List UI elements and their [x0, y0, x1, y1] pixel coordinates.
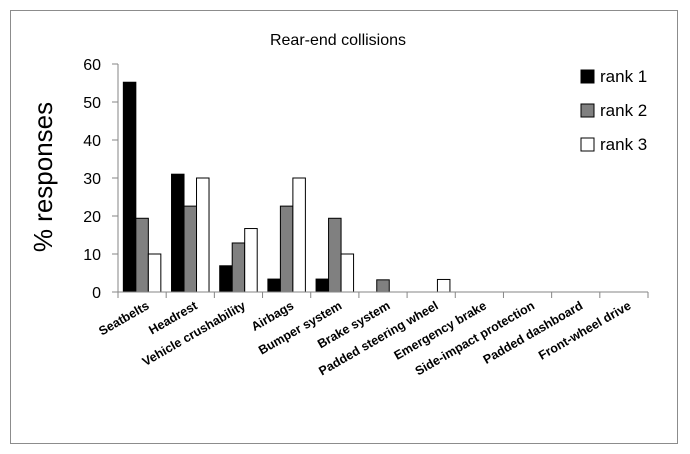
- bar-rank-2-5: [376, 279, 390, 293]
- y-tick-label: 20: [83, 209, 101, 226]
- bar-rank-1-0: [122, 81, 137, 293]
- legend-swatch-rank-2: [580, 103, 595, 118]
- chart-title: Rear-end collisions: [270, 32, 406, 49]
- y-tick-label: 50: [83, 95, 101, 112]
- bar-rank-3-4: [340, 253, 355, 293]
- bar-rank-2-1: [183, 205, 198, 293]
- bar-rank-1-3: [267, 278, 281, 293]
- legend-label-rank-3: rank 3: [600, 135, 647, 154]
- legend-label-rank-2: rank 2: [600, 101, 647, 120]
- bar-rank-1-1: [171, 173, 185, 293]
- y-tick-label: 0: [92, 285, 101, 302]
- x-tick-label: Front-wheel drive: [536, 298, 633, 362]
- bar-rank-1-2: [219, 265, 233, 293]
- bar-rank-2-3: [279, 205, 294, 293]
- chart-frame: [10, 10, 678, 444]
- bar-rank-3-1: [196, 177, 210, 293]
- legend-swatch-rank-3: [580, 137, 595, 152]
- bar-rank-3-0: [147, 253, 162, 293]
- legend: rank 1 rank 2 rank 3: [580, 67, 647, 154]
- legend-swatch-rank-1: [580, 69, 595, 84]
- x-tick-label: Bumper system: [256, 298, 344, 357]
- bar-rank-2-0: [135, 217, 149, 293]
- bars-group: [122, 81, 451, 293]
- y-axis: 0 10 20 30 40 50 60: [83, 57, 118, 302]
- y-tick-label: 40: [83, 133, 101, 150]
- bar-rank-3-6: [436, 278, 451, 293]
- bar-rank-3-3: [292, 177, 306, 293]
- bar-rank-2-4: [328, 217, 342, 293]
- axes: [117, 64, 649, 298]
- legend-label-rank-1: rank 1: [600, 67, 647, 86]
- y-axis-label: % responses: [28, 102, 58, 252]
- x-tick-label: Seatbelts: [96, 298, 151, 338]
- bar-rank-2-2: [231, 242, 246, 293]
- y-tick-label: 10: [83, 247, 101, 264]
- y-tick-label: 60: [83, 57, 101, 74]
- y-tick-label: 30: [83, 171, 101, 188]
- bar-rank-3-2: [244, 228, 258, 293]
- bar-rank-1-4: [315, 278, 330, 293]
